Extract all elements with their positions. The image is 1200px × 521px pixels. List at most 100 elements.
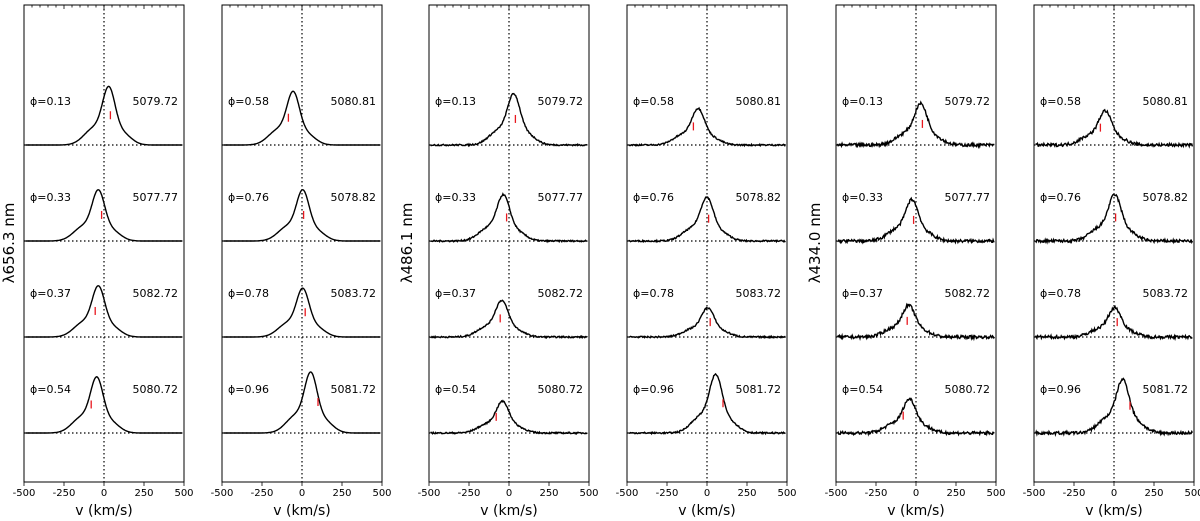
x-tick-label: -250 (251, 488, 274, 499)
phase-label: ϕ=0.37 (842, 287, 883, 300)
x-tick-label: -500 (1023, 488, 1046, 499)
spectrum-line (628, 106, 787, 148)
date-label: 5079.72 (538, 95, 584, 108)
x-axis-label: v (km/s) (1085, 503, 1142, 519)
panel-group: -500 -250 0 250 500 v (km/s) ϕ=0.13 5079.72 ϕ=0.… (13, 4, 1200, 519)
phase-label: ϕ=0.54 (30, 383, 71, 396)
x-axis-label: v (km/s) (678, 503, 735, 519)
spectrum-line (430, 192, 588, 244)
date-label: 5077.77 (538, 191, 584, 204)
phase-label: ϕ=0.13 (30, 95, 71, 108)
ylabel-hgamma: λ434.0 nm (806, 203, 824, 284)
x-tick-label: 0 (101, 488, 107, 499)
panel-4: -500 -250 0 250 500 v (km/s) ϕ=0.58 5080.81 ϕ=0.… (616, 4, 797, 519)
x-tick-label: 250 (946, 488, 965, 499)
spectrum-line (836, 100, 995, 150)
spectrum-line (1035, 193, 1194, 245)
date-label: 5077.77 (133, 191, 179, 204)
date-label: 5078.82 (1143, 191, 1189, 204)
x-tick-label: 0 (299, 488, 305, 499)
x-tick-label: 0 (506, 488, 512, 499)
phase-label: ϕ=0.76 (633, 191, 674, 204)
phase-label: ϕ=0.54 (435, 383, 476, 396)
panel-3: -500 -250 0 250 500 v (km/s) ϕ=0.13 5079.72 ϕ=0.… (418, 4, 599, 519)
spectrum-line (25, 189, 183, 242)
spectrum-line (223, 287, 381, 338)
date-label: 5080.81 (331, 95, 377, 108)
date-label: 5082.72 (538, 287, 584, 300)
x-tick-label: -500 (616, 488, 639, 499)
x-axis-label: v (km/s) (75, 503, 132, 519)
phase-label: ϕ=0.78 (228, 287, 269, 300)
spectrum-line (628, 372, 786, 436)
date-label: 5079.72 (133, 95, 179, 108)
date-label: 5080.81 (736, 95, 782, 108)
x-tick-label: -500 (825, 488, 848, 499)
ylabel-hbeta: λ486.1 nm (398, 203, 416, 284)
date-label: 5083.72 (1143, 287, 1189, 300)
x-tick-label: 500 (579, 488, 598, 499)
x-tick-label: 250 (332, 488, 351, 499)
x-tick-label: -250 (53, 488, 76, 499)
spectrum-line (628, 196, 786, 244)
spectrum-line (1034, 377, 1194, 437)
spectrum-line (836, 302, 995, 342)
phase-label: ϕ=0.78 (1040, 287, 1081, 300)
date-label: 5080.72 (945, 383, 991, 396)
panel-1: -500 -250 0 250 500 v (km/s) ϕ=0.13 5079.72 ϕ=0.… (13, 4, 194, 519)
phase-label: ϕ=0.58 (228, 95, 269, 108)
phase-label: ϕ=0.37 (30, 287, 71, 300)
date-label: 5083.72 (331, 287, 377, 300)
phase-label: ϕ=0.54 (842, 383, 883, 396)
phase-label: ϕ=0.33 (30, 191, 71, 204)
x-tick-label: 500 (986, 488, 1005, 499)
date-label: 5079.72 (945, 95, 991, 108)
x-tick-label: 250 (737, 488, 756, 499)
date-label: 5082.72 (133, 287, 179, 300)
spectrum-line (25, 85, 183, 146)
panel-6: -500 -250 0 250 500 v (km/s) ϕ=0.58 5080.81 ϕ=0.… (1023, 4, 1200, 519)
x-axis-label: v (km/s) (273, 503, 330, 519)
panel-5: -500 -250 0 250 500 v (km/s) ϕ=0.13 5079.72 ϕ=0.… (825, 4, 1006, 519)
x-tick-label: 0 (913, 488, 919, 499)
phase-label: ϕ=0.33 (842, 191, 883, 204)
x-tick-label: -250 (458, 488, 481, 499)
phase-label: ϕ=0.76 (228, 191, 269, 204)
date-label: 5080.81 (1143, 95, 1189, 108)
date-label: 5078.82 (331, 191, 377, 204)
phase-label: ϕ=0.13 (435, 95, 476, 108)
x-tick-label: 500 (372, 488, 391, 499)
spectrum-line (1035, 108, 1194, 149)
x-tick-label: -250 (865, 488, 888, 499)
phase-label: ϕ=0.58 (1040, 95, 1081, 108)
x-axis-label: v (km/s) (887, 503, 944, 519)
spectrum-line (430, 399, 588, 436)
x-tick-label: 0 (704, 488, 710, 499)
x-tick-label: -500 (418, 488, 441, 499)
panel-2: -500 -250 0 250 500 v (km/s) ϕ=0.58 5080.81 ϕ=0.… (211, 4, 392, 519)
spectrum-line (25, 285, 183, 338)
x-tick-label: 250 (134, 488, 153, 499)
x-tick-label: -500 (13, 488, 36, 499)
date-label: 5077.77 (945, 191, 991, 204)
spectrum-line (1034, 304, 1193, 342)
x-tick-label: -500 (211, 488, 234, 499)
date-label: 5083.72 (736, 287, 782, 300)
x-tick-label: 250 (539, 488, 558, 499)
spectrum-line (837, 196, 995, 245)
phase-label: ϕ=0.96 (228, 383, 269, 396)
x-tick-label: 500 (174, 488, 193, 499)
phase-label: ϕ=0.96 (1040, 383, 1081, 396)
phase-label: ϕ=0.13 (842, 95, 883, 108)
spectrum-line (223, 371, 381, 434)
x-axis-label: v (km/s) (480, 503, 537, 519)
spectrum-line (25, 376, 183, 434)
spectrum-line (430, 299, 588, 340)
spectrum-line (223, 90, 381, 146)
date-label: 5080.72 (133, 383, 179, 396)
x-tick-label: 500 (777, 488, 796, 499)
spectrum-line (836, 397, 995, 437)
phase-label: ϕ=0.37 (435, 287, 476, 300)
x-tick-label: 0 (1111, 488, 1117, 499)
